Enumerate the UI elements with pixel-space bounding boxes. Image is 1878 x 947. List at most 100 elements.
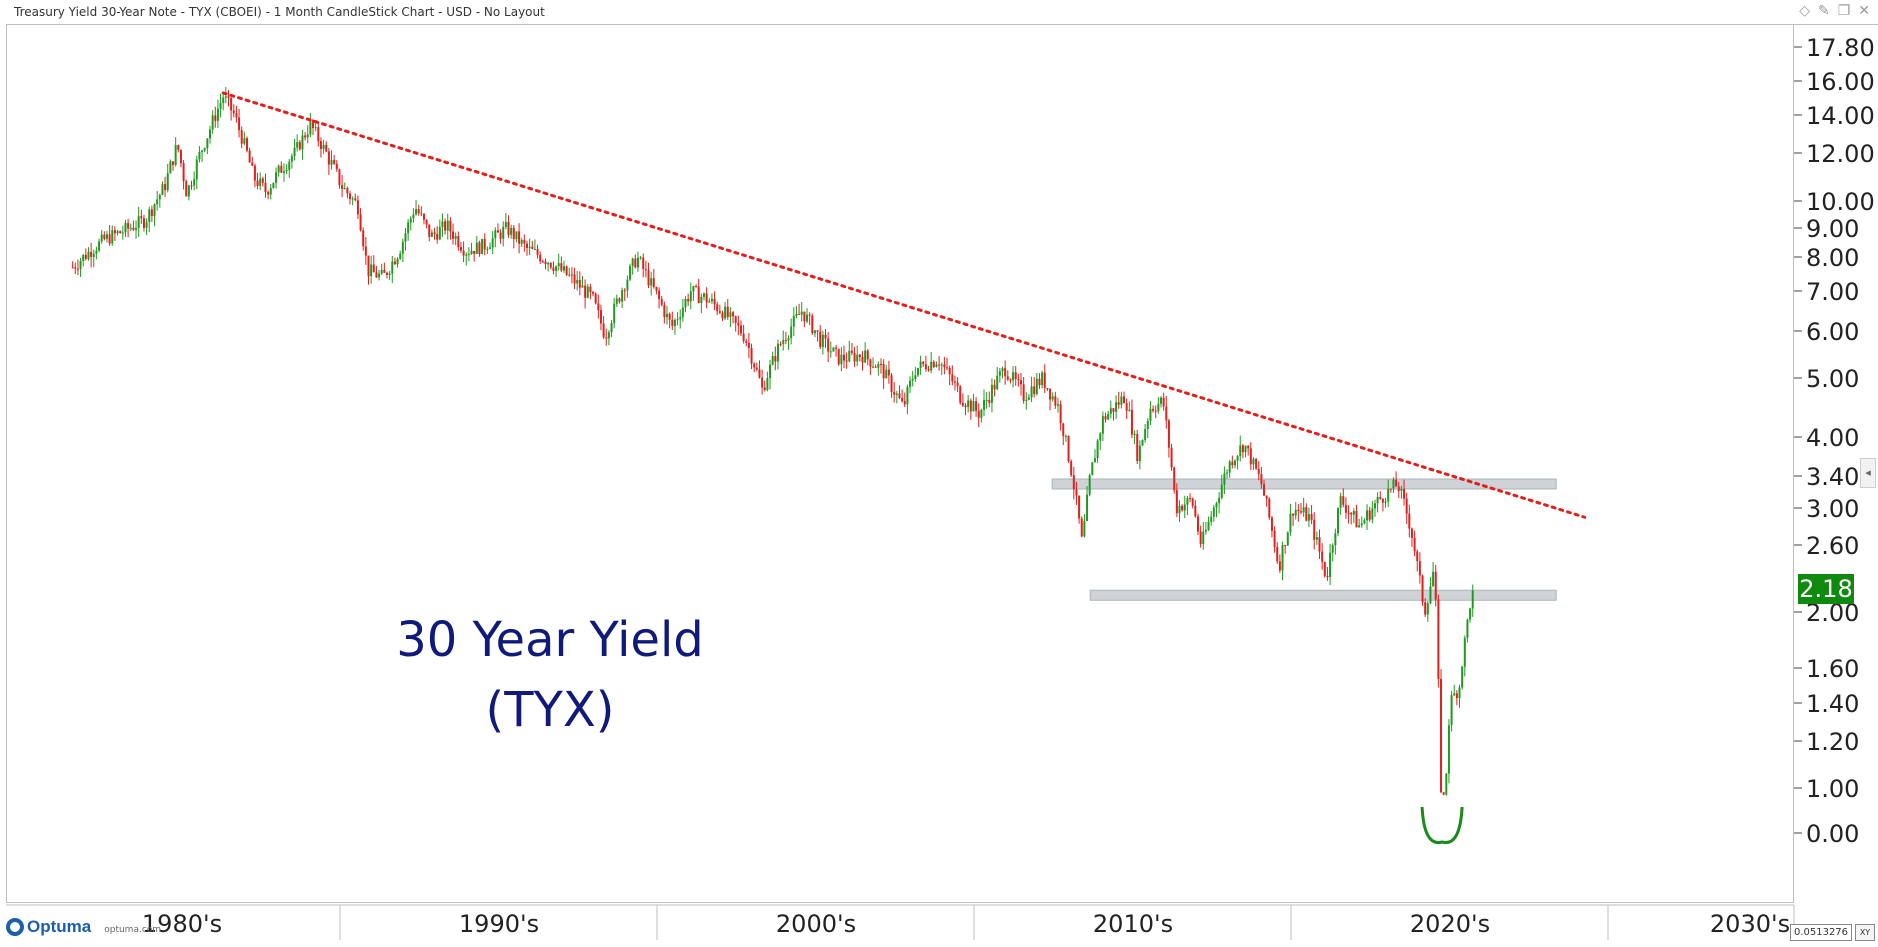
close-icon[interactable]: ✕ xyxy=(1858,3,1870,19)
candle xyxy=(346,186,349,199)
candle xyxy=(623,288,626,301)
candle xyxy=(874,364,877,368)
candle xyxy=(1339,492,1342,516)
candle xyxy=(71,261,74,269)
candle xyxy=(1257,461,1260,481)
candle xyxy=(589,283,592,300)
candle xyxy=(562,260,565,274)
candle xyxy=(1001,366,1004,379)
candle xyxy=(607,330,610,346)
candle xyxy=(201,149,204,162)
candle xyxy=(132,220,135,232)
y-tick-label: 0.00 xyxy=(1806,820,1859,848)
candle xyxy=(533,239,536,251)
candle xyxy=(1107,410,1110,421)
candle xyxy=(634,254,637,269)
horizontal-zone xyxy=(1051,478,1557,490)
candle xyxy=(1004,360,1007,385)
candle xyxy=(718,304,721,315)
candle xyxy=(285,164,288,175)
candle xyxy=(1329,543,1332,586)
candle xyxy=(304,132,307,141)
candle xyxy=(486,246,489,254)
candle xyxy=(248,147,251,163)
candle xyxy=(1064,434,1067,442)
optuma-logo[interactable]: Optuma optuma.com xyxy=(6,917,161,937)
candle xyxy=(1167,418,1170,458)
candle xyxy=(1088,473,1091,497)
candle xyxy=(1112,408,1115,421)
candle xyxy=(489,242,492,250)
candle xyxy=(1038,373,1041,389)
candle xyxy=(491,231,494,255)
candle xyxy=(673,318,676,335)
candle xyxy=(985,392,988,409)
candle xyxy=(1162,392,1165,411)
candle xyxy=(1104,412,1107,423)
candle xyxy=(916,367,919,377)
candle xyxy=(1286,531,1289,547)
candle xyxy=(737,315,740,336)
candle xyxy=(864,342,867,364)
candle xyxy=(282,163,285,182)
candle xyxy=(584,279,587,309)
xy-toggle-button[interactable]: XY xyxy=(1855,924,1875,941)
restore-icon[interactable]: ❐ xyxy=(1837,3,1851,19)
candle xyxy=(1204,521,1207,535)
candle xyxy=(251,156,254,166)
candle xyxy=(351,196,354,206)
candle xyxy=(938,356,941,371)
candle xyxy=(393,257,396,266)
candle xyxy=(1294,502,1297,520)
candle xyxy=(1194,500,1197,518)
candle xyxy=(79,257,82,277)
price-axis[interactable] xyxy=(1794,24,1878,903)
candle xyxy=(1033,377,1036,398)
candle xyxy=(444,218,447,235)
candle xyxy=(798,303,801,315)
candle xyxy=(1455,690,1458,706)
candle xyxy=(446,213,449,240)
chart-annotation: 30 Year Yield (TYX) xyxy=(380,605,720,745)
candle xyxy=(449,216,452,240)
candle xyxy=(1323,561,1326,578)
candle xyxy=(1313,512,1316,550)
candle xyxy=(1410,527,1413,547)
candle xyxy=(705,287,708,309)
candle xyxy=(861,351,864,371)
x-tick-label: 2030's xyxy=(1710,910,1790,938)
candle xyxy=(1165,396,1168,429)
y-tick-label: 1.60 xyxy=(1806,655,1859,683)
candle xyxy=(1070,459,1073,478)
candle xyxy=(724,302,727,321)
chart-title: Treasury Yield 30-Year Note - TYX (CBOEI… xyxy=(14,5,545,19)
candle xyxy=(1249,442,1252,470)
candle xyxy=(832,347,835,352)
plot-area[interactable] xyxy=(6,24,1794,903)
candle xyxy=(964,403,967,416)
candle xyxy=(568,267,571,277)
candle xyxy=(1149,401,1152,425)
candle xyxy=(655,286,658,295)
candle xyxy=(145,218,148,235)
candle xyxy=(515,231,518,243)
pin-icon[interactable]: ✎ xyxy=(1817,3,1830,19)
candle xyxy=(758,360,761,379)
candle xyxy=(1358,518,1361,528)
candle xyxy=(547,261,550,272)
candle xyxy=(383,262,386,273)
candle xyxy=(409,215,412,231)
candle xyxy=(92,249,95,268)
candle xyxy=(581,276,584,288)
candle xyxy=(1350,512,1353,525)
collapse-arrow-icon[interactable]: ◂ xyxy=(1860,458,1876,488)
candle xyxy=(433,227,436,240)
candle xyxy=(967,394,970,413)
candle xyxy=(127,218,130,238)
candle xyxy=(618,297,621,304)
candle xyxy=(1133,430,1136,445)
cursor-value-box[interactable]: 0.0513276 xyxy=(1790,924,1852,941)
y-tick-label: 12.00 xyxy=(1806,140,1875,168)
candle xyxy=(647,262,650,289)
diamond-icon[interactable]: ◇ xyxy=(1799,3,1810,19)
